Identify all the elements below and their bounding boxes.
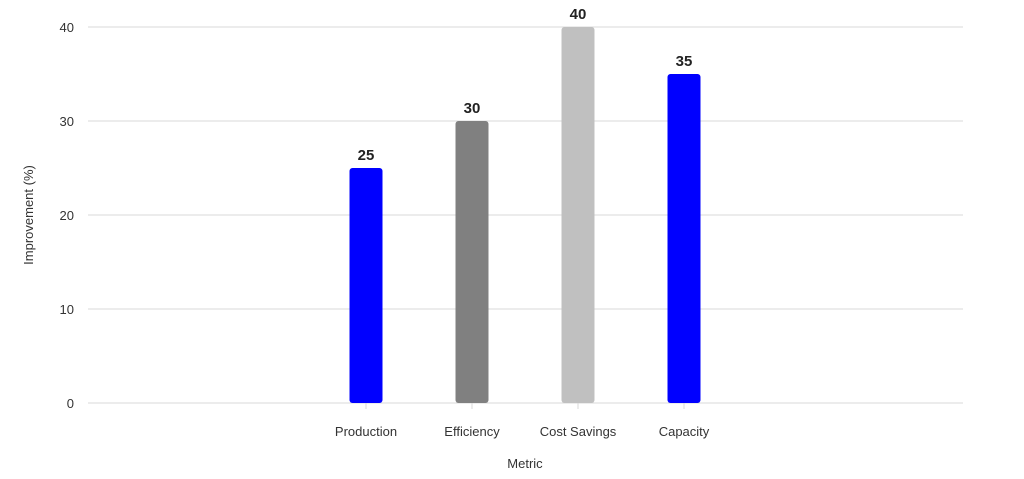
x-axis-ticks: Production Efficiency Cost Savings Capacity [335,403,710,439]
y-tick-label: 30 [60,114,74,129]
y-axis-ticks: 0 10 20 30 40 [60,20,74,411]
bar-capacity [667,74,701,403]
bars [349,27,701,403]
y-tick-label: 20 [60,208,74,223]
x-tick-label: Efficiency [444,424,500,439]
bar-value-label: 25 [358,147,375,164]
y-axis-title: Improvement (%) [21,165,36,265]
x-tick-label: Production [335,424,397,439]
y-tick-label: 10 [60,302,74,317]
x-axis-title: Metric [507,456,543,471]
y-tick-label: 0 [67,396,74,411]
bar-value-label: 30 [464,100,481,117]
bar-cost-savings [561,27,595,403]
bar-efficiency [455,121,489,403]
bar-production [349,168,383,403]
y-tick-label: 40 [60,20,74,35]
bar-value-label: 40 [570,6,587,23]
x-tick-label: Capacity [659,424,710,439]
bar-value-labels: 25 30 40 35 [358,6,693,164]
gridlines [88,26,963,404]
x-tick-label: Cost Savings [540,424,617,439]
bar-value-label: 35 [676,53,693,70]
